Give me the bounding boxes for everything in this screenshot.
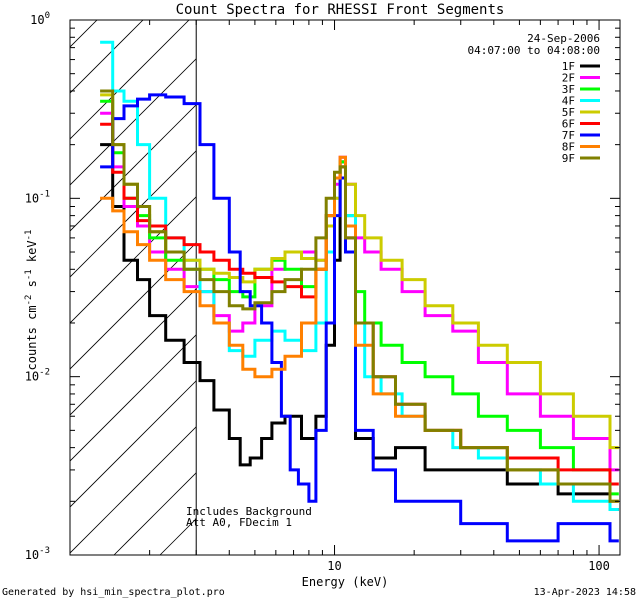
hatch-line xyxy=(70,20,190,140)
x-axis-label: Energy (keV) xyxy=(302,575,389,589)
background-note: Includes Background xyxy=(186,505,312,518)
x-tick-label: 100 xyxy=(588,559,610,573)
legend-label-8F: 8F xyxy=(562,141,575,154)
hatch-line xyxy=(0,0,70,555)
legend-label-4F: 4F xyxy=(562,95,575,108)
x-tick-label: 10 xyxy=(327,559,341,573)
y-tick-label: 100 xyxy=(30,11,50,27)
legend-label-7F: 7F xyxy=(562,129,575,142)
y-axis-label: counts cm-2 s-1 keV-1 xyxy=(24,230,39,371)
legend-label-3F: 3F xyxy=(562,83,575,96)
hatch-line xyxy=(70,20,144,94)
timestamp-footer: 13-Apr-2023 14:58 xyxy=(534,587,636,598)
axis-ticks: 10 100 100 10-1 10-2 10-3 xyxy=(25,11,620,573)
y-tick-label: 10-1 xyxy=(25,189,50,205)
attenuator-note: Att A0, FDecim 1 xyxy=(186,516,292,529)
chart-title: Count Spectra for RHESSI Front Segments xyxy=(176,2,505,18)
series-line-9F xyxy=(100,89,619,503)
y-tick-label: 10-2 xyxy=(25,368,50,384)
hatch-line xyxy=(0,0,116,555)
legend-label-2F: 2F xyxy=(562,72,575,85)
time-range-annotation: 04:07:00 to 04:08:00 xyxy=(468,44,600,57)
series-line-7F xyxy=(100,93,619,543)
y-tick-label: 10-3 xyxy=(25,546,50,562)
legend-label-6F: 6F xyxy=(562,118,575,131)
generated-by-footer: Generated by hsi_min_spectra_plot.pro xyxy=(2,587,225,598)
hatch-mask xyxy=(196,20,620,555)
legend-label-5F: 5F xyxy=(562,106,575,119)
date-annotation: 24-Sep-2006 xyxy=(527,32,600,45)
plot-frame xyxy=(69,19,621,556)
background-hatched-region xyxy=(0,0,620,555)
legend-label-1F: 1F xyxy=(562,60,575,73)
legend-label-9F: 9F xyxy=(562,152,575,165)
series-layer xyxy=(100,40,619,543)
